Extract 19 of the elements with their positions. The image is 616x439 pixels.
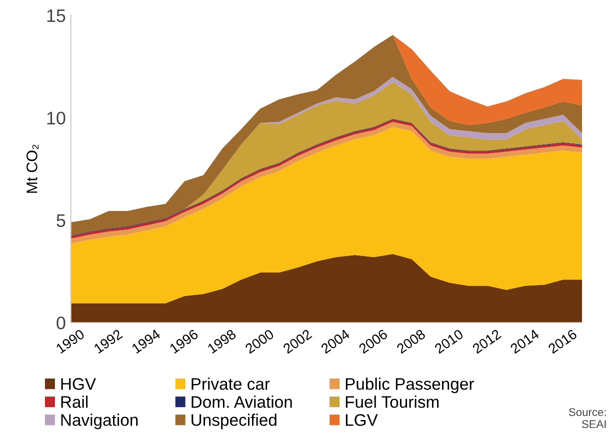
legend-label: Unspecified [192,414,276,430]
y-axis-title: Mt CO₂ [26,144,38,193]
legend-label: Private car [192,378,270,390]
legend-label: HGV [61,378,96,390]
legend-label: LGV [346,414,378,426]
legend-label: Fuel Tourism [346,396,439,408]
y-tick-label: 10 [47,112,66,125]
source-note: Source: SEAI [568,408,606,428]
x-tick-label: 1996 [169,328,199,354]
x-tick-label: 1998 [207,328,237,354]
y-tick-label: 0 [56,316,66,330]
legend-label: Navigation [61,414,138,430]
y-tick-label: 5 [56,214,66,227]
y-tick-label: 15 [47,9,66,22]
legend-label: Rail [61,396,88,408]
legend-label: Public Passenger [346,378,474,394]
x-tick-label: 1992 [93,328,123,354]
x-tick-label: 1990 [56,328,86,354]
legend-label: Dom. Aviation [192,396,292,408]
